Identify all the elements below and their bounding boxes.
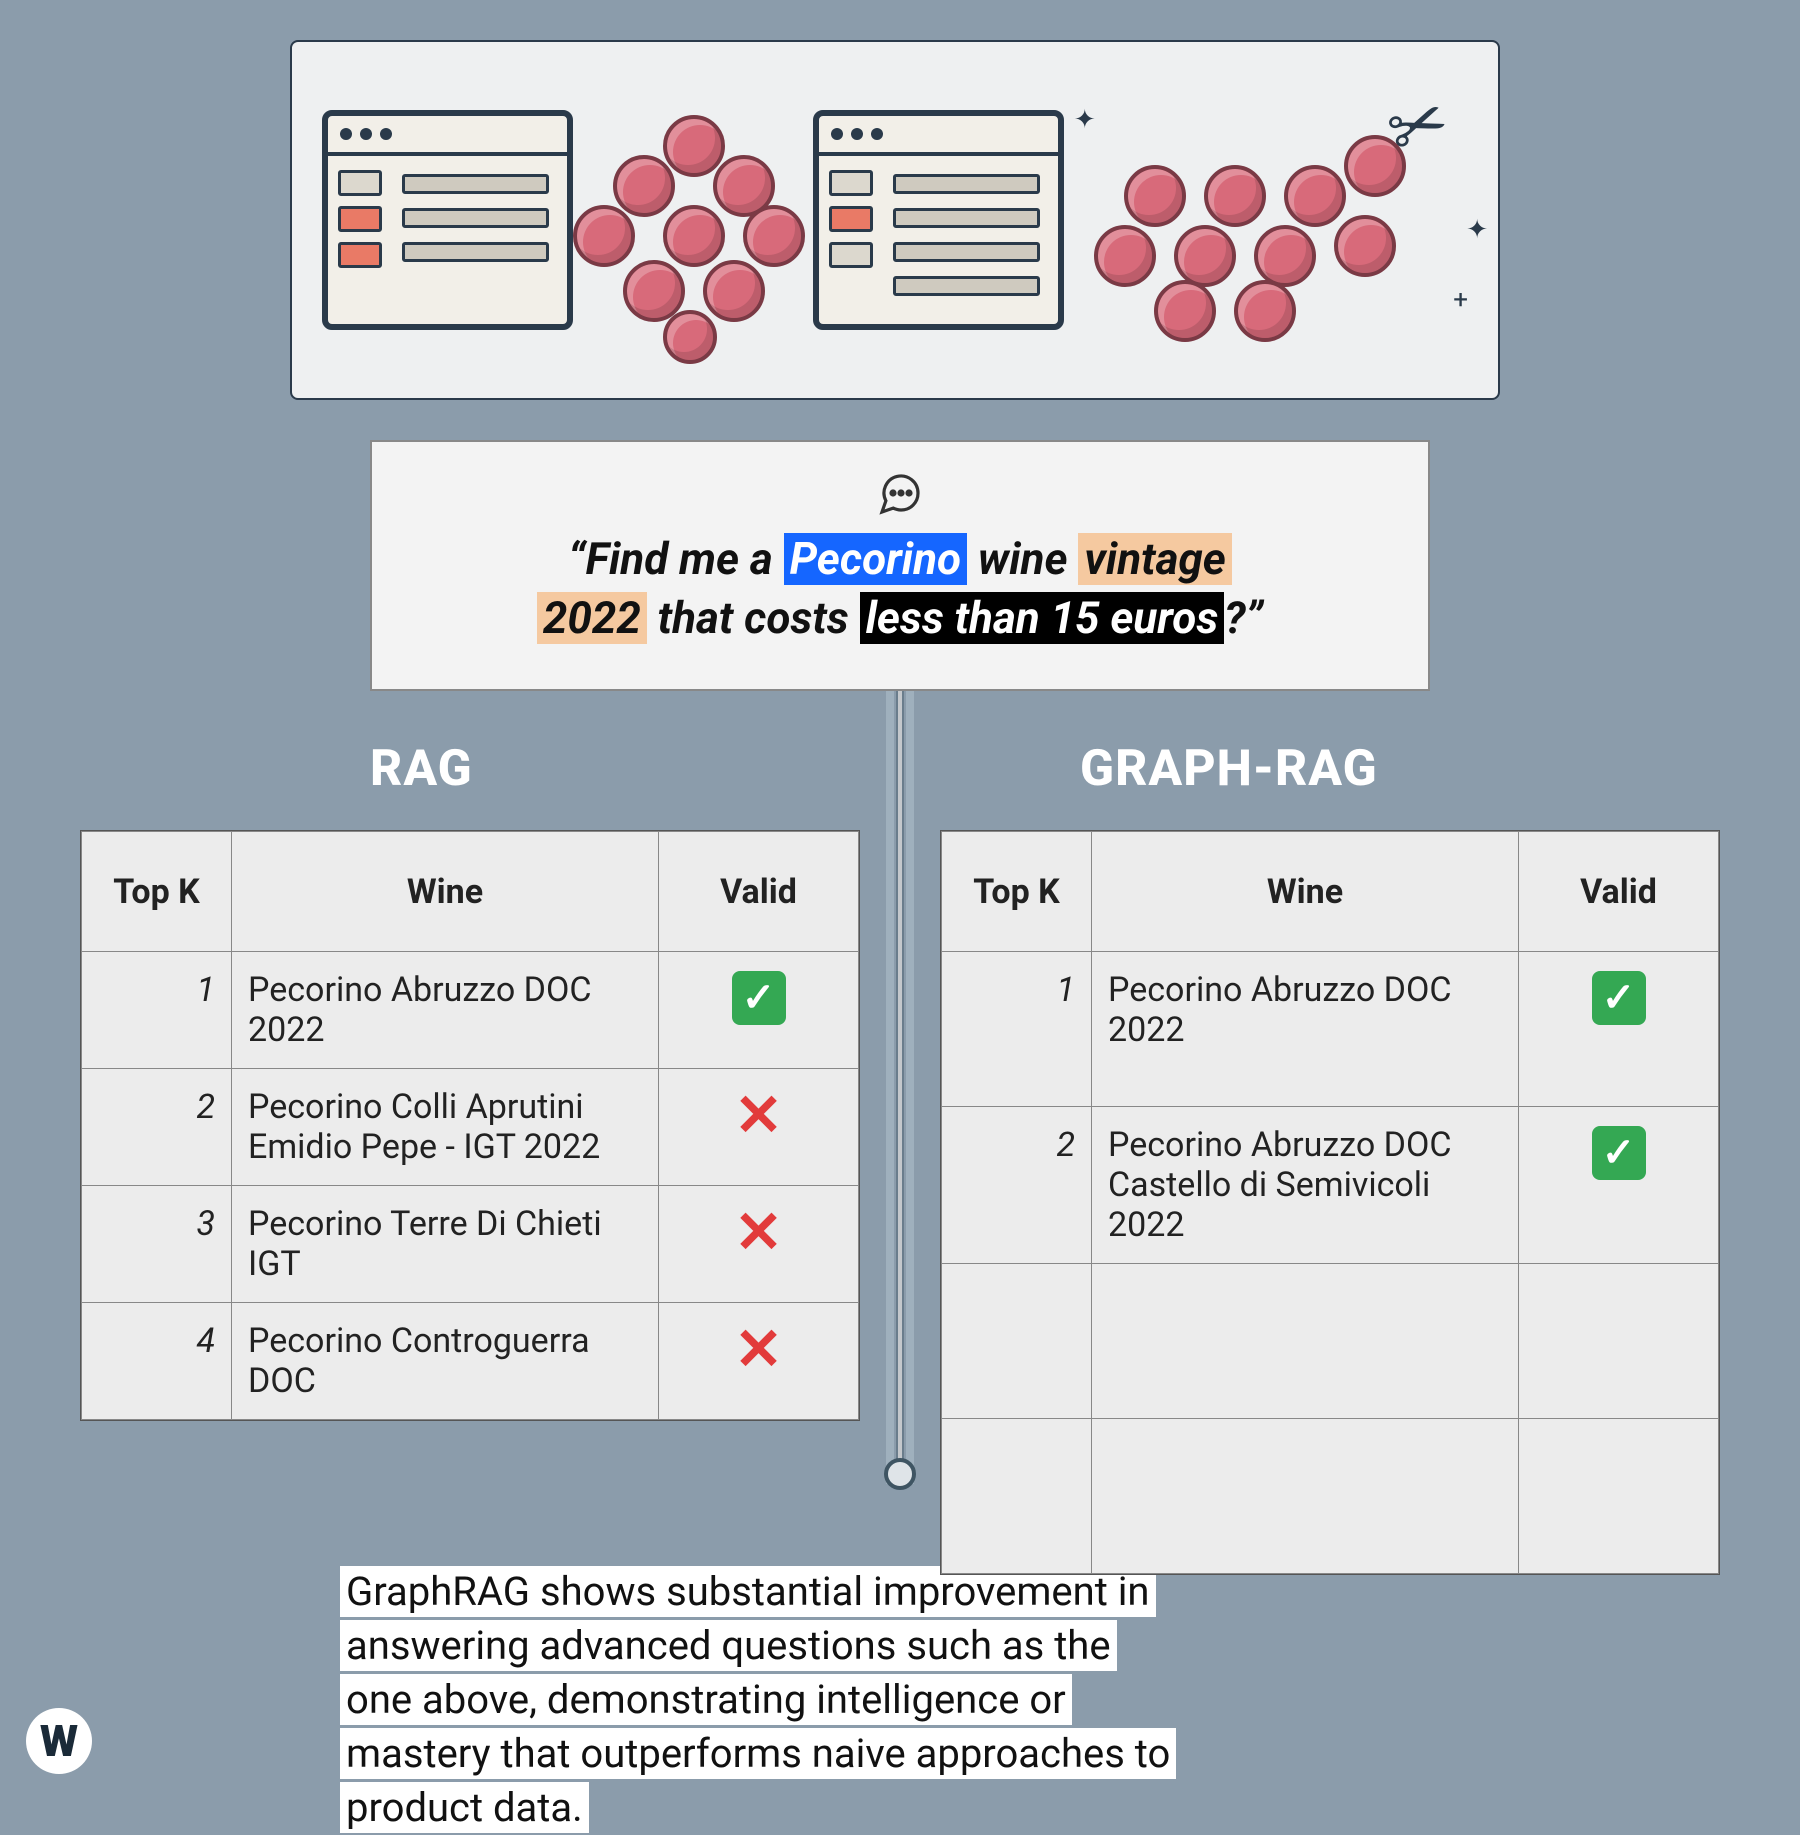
cell-wine: Pecorino Abruzzo DOC 2022 <box>1092 952 1519 1107</box>
cell-topk: 1 <box>82 952 232 1069</box>
window-icon <box>322 110 573 330</box>
col-wine: Wine <box>232 832 659 952</box>
cell-wine: Pecorino Terre Di Chieti IGT <box>232 1186 659 1303</box>
table-row <box>942 1264 1719 1419</box>
caption: GraphRAG shows substantial improvement i… <box>340 1565 1460 1835</box>
col-valid: Valid <box>659 832 859 952</box>
check-icon: ✓ <box>1592 1126 1646 1180</box>
check-icon: ✓ <box>732 971 786 1025</box>
cell-topk <box>942 1264 1092 1419</box>
cell-topk: 4 <box>82 1303 232 1420</box>
cross-icon: ✕ <box>734 1199 783 1267</box>
chat-icon <box>876 470 924 522</box>
cell-wine: Pecorino Colli Aprutini Emidio Pepe - IG… <box>232 1069 659 1186</box>
cell-valid: ✓ <box>1519 952 1719 1107</box>
grapes-with-scissors-icon: ✂ ✦ + ✦ <box>1064 95 1468 345</box>
cell-wine: Pecorino Abruzzo DOC 2022 <box>232 952 659 1069</box>
cell-wine <box>1092 1419 1519 1574</box>
cell-topk: 1 <box>942 952 1092 1107</box>
table-row <box>942 1419 1719 1574</box>
graphrag-title: GRAPH-RAG <box>1080 740 1378 798</box>
grapes-icon <box>573 95 814 345</box>
cell-valid: ✕ <box>659 1186 859 1303</box>
col-wine: Wine <box>1092 832 1519 952</box>
cell-topk <box>942 1419 1092 1574</box>
rag-table: Top K Wine Valid 1Pecorino Abruzzo DOC 2… <box>80 830 860 1421</box>
cell-valid: ✓ <box>659 952 859 1069</box>
cell-valid: ✓ <box>1519 1107 1719 1264</box>
hero-illustration: ✂ ✦ + ✦ <box>290 40 1500 400</box>
table-row: 1Pecorino Abruzzo DOC 2022 ✓ <box>942 952 1719 1107</box>
cell-wine <box>1092 1264 1519 1419</box>
cell-valid <box>1519 1264 1719 1419</box>
cross-icon: ✕ <box>734 1316 783 1384</box>
query-box: “Find me a Pecorino wine vintage2022 tha… <box>370 440 1430 691</box>
check-icon: ✓ <box>1592 971 1646 1025</box>
table-row: 2Pecorino Colli Aprutini Emidio Pepe - I… <box>82 1069 859 1186</box>
table-row: 1Pecorino Abruzzo DOC 2022 ✓ <box>82 952 859 1069</box>
cell-valid <box>1519 1419 1719 1574</box>
col-valid: Valid <box>1519 832 1719 952</box>
cell-topk: 3 <box>82 1186 232 1303</box>
cell-topk: 2 <box>82 1069 232 1186</box>
cell-topk: 2 <box>942 1107 1092 1264</box>
col-topk: Top K <box>82 832 232 952</box>
table-header-row: Top K Wine Valid <box>942 832 1719 952</box>
cell-valid: ✕ <box>659 1303 859 1420</box>
graphrag-table: Top K Wine Valid 1Pecorino Abruzzo DOC 2… <box>940 830 1720 1575</box>
table-header-row: Top K Wine Valid <box>82 832 859 952</box>
table-row: 3Pecorino Terre Di Chieti IGT ✕ <box>82 1186 859 1303</box>
cross-icon: ✕ <box>734 1082 783 1150</box>
cell-wine: Pecorino Abruzzo DOC Castello di Semivic… <box>1092 1107 1519 1264</box>
connector-line <box>896 664 904 1484</box>
connector-node <box>884 1458 916 1490</box>
window-icon <box>813 110 1064 330</box>
cell-wine: Pecorino Controguerra DOC <box>232 1303 659 1420</box>
table-row: 4Pecorino Controguerra DOC ✕ <box>82 1303 859 1420</box>
table-row: 2Pecorino Abruzzo DOC Castello di Semivi… <box>942 1107 1719 1264</box>
query-text: “Find me a Pecorino wine vintage2022 tha… <box>420 530 1380 649</box>
rag-title: RAG <box>370 740 473 798</box>
cell-valid: ✕ <box>659 1069 859 1186</box>
logo: W <box>26 1708 92 1774</box>
col-topk: Top K <box>942 832 1092 952</box>
